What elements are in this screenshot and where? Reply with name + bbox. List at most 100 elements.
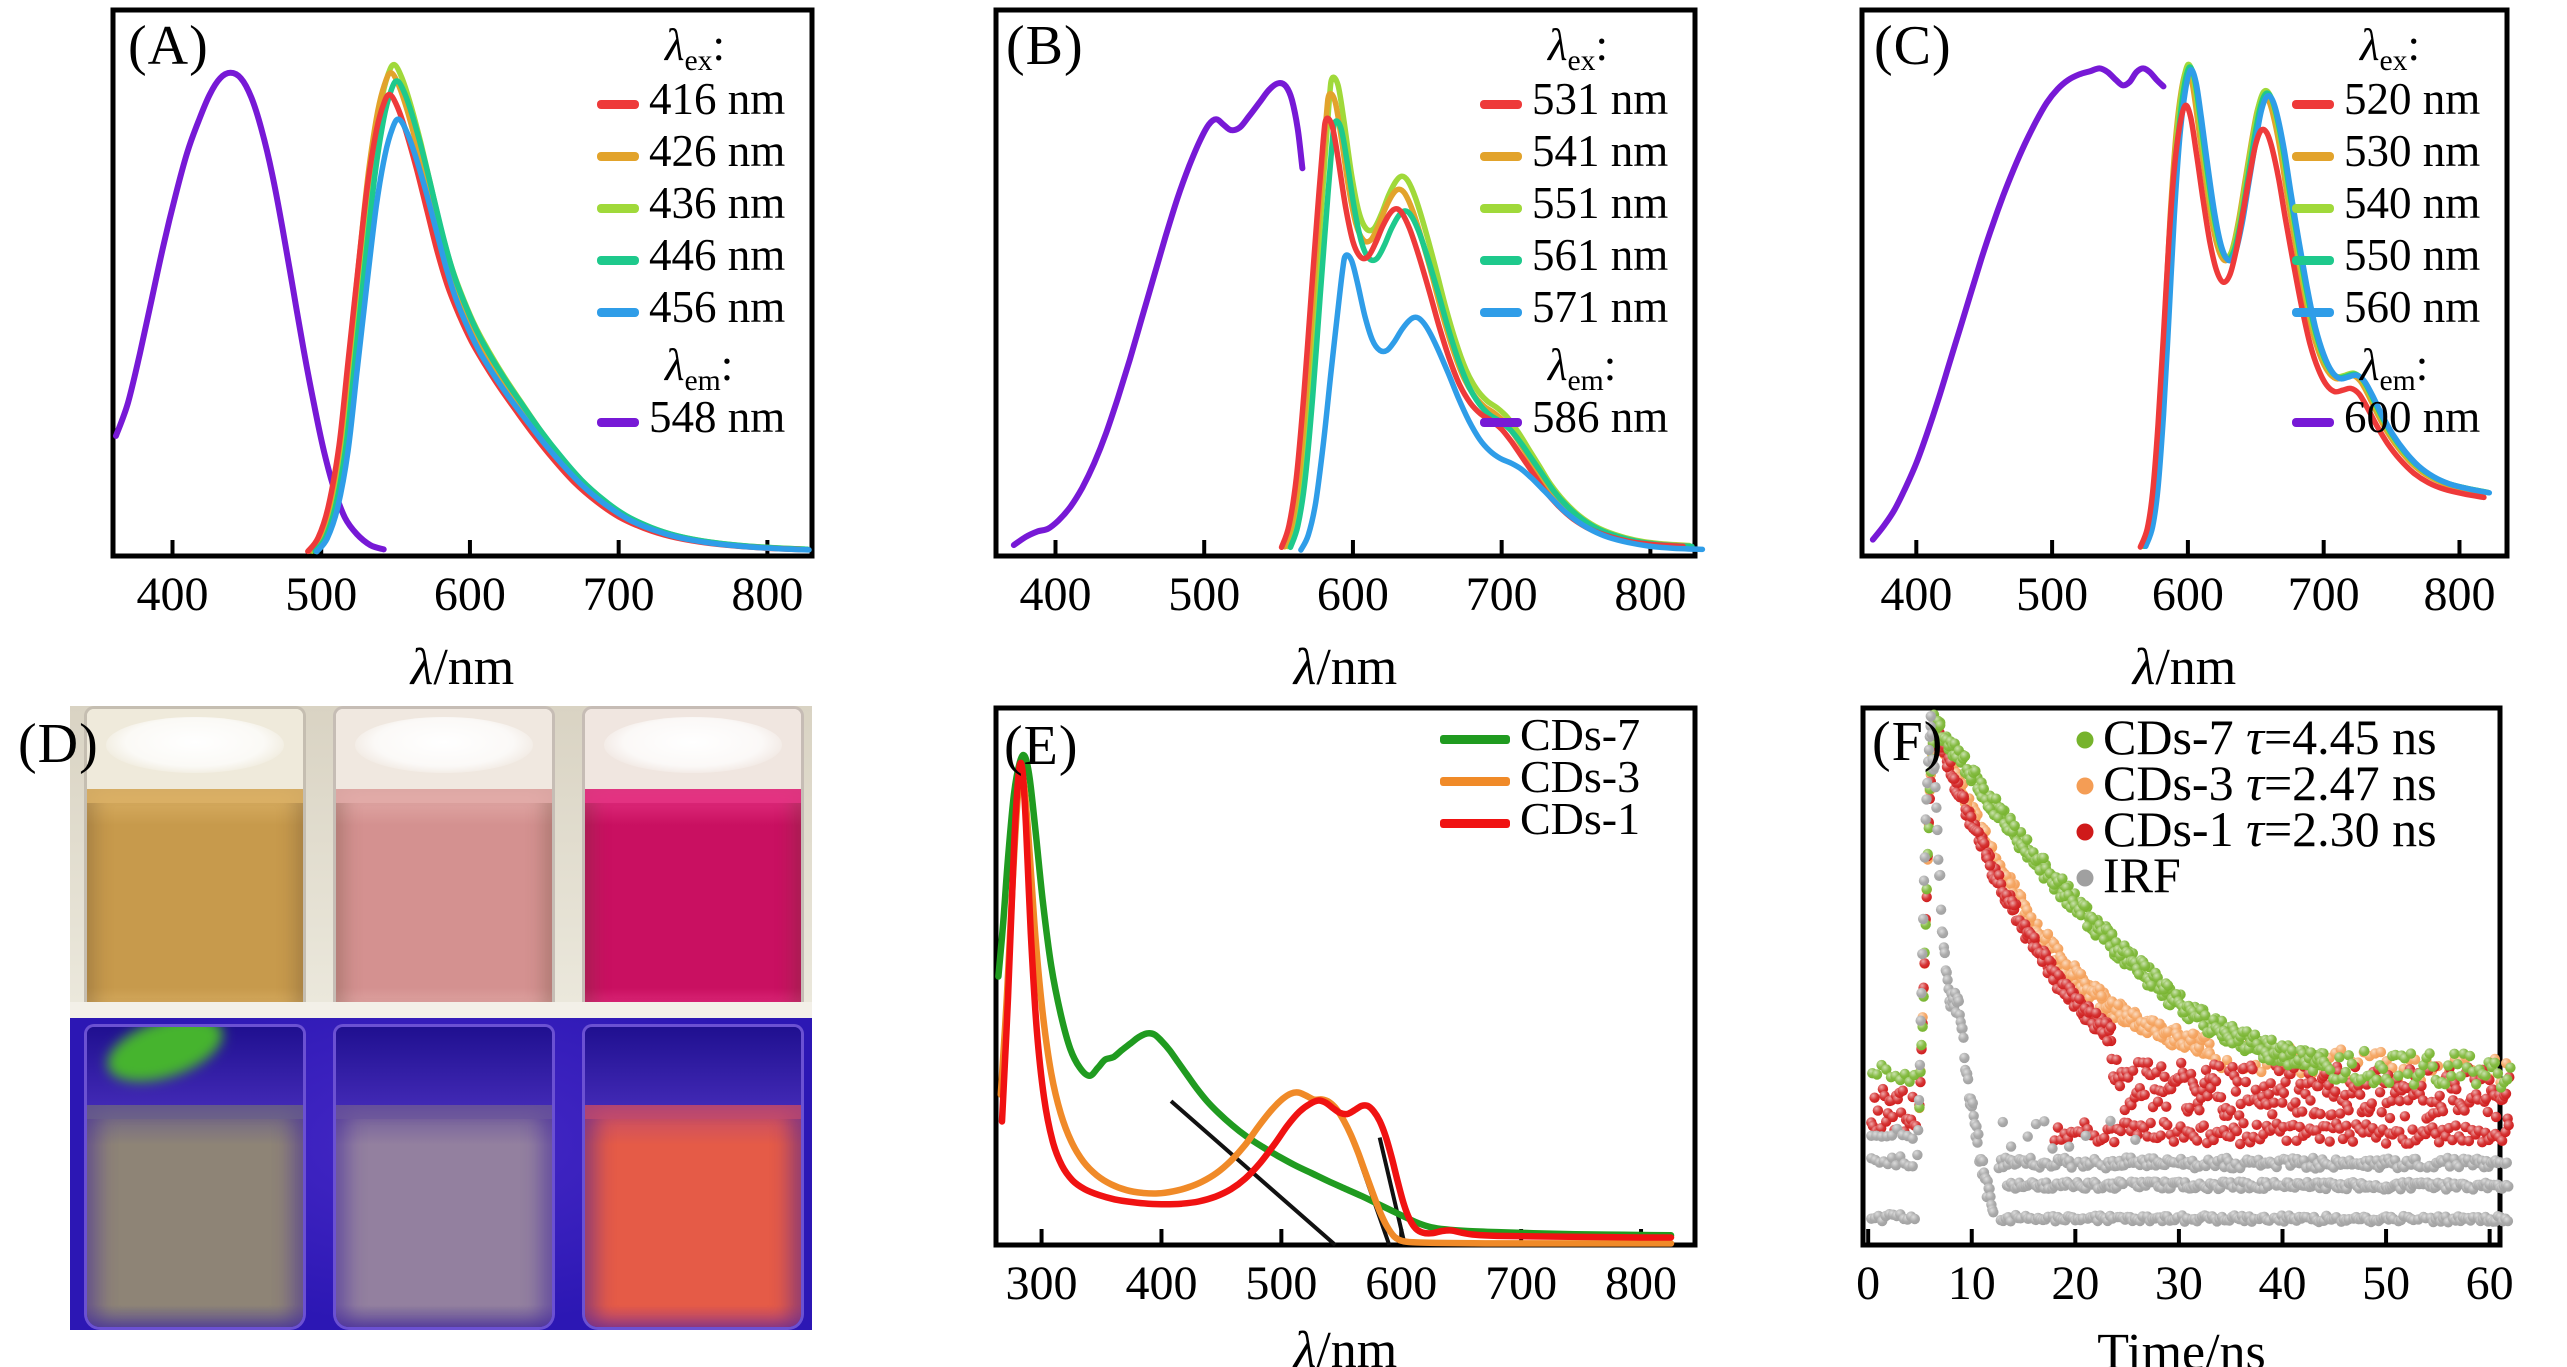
legend-title: λem:	[663, 340, 733, 397]
cuvette-uv-1	[84, 1024, 306, 1330]
x-tick-label: 60	[2466, 1257, 2514, 1310]
legend-item-label: 530 nm	[2344, 126, 2480, 176]
x-tick-label: 40	[2258, 1257, 2306, 1310]
liquid-meniscus	[87, 788, 303, 803]
x-tick-label: 400	[136, 568, 208, 621]
legend-item-label: CDs-3	[1520, 751, 1640, 802]
x-tick-label: 600	[1317, 568, 1389, 621]
legend-item-label: 520 nm	[2344, 74, 2480, 124]
photo-uv-row	[70, 1018, 812, 1330]
panel-label-F: (F)	[1872, 711, 1944, 773]
cuvette-liquid	[585, 1105, 801, 1327]
x-tick-label: 20	[2051, 1257, 2099, 1310]
legend-title: λex:	[2358, 20, 2420, 77]
absorbance-curve-CDs-1	[998, 759, 1675, 1241]
liquid-meniscus	[336, 1105, 552, 1119]
legend-swatch	[597, 152, 639, 161]
scatter-series-IRF	[1866, 711, 2514, 1228]
legend-swatch	[2292, 152, 2334, 161]
cuvette-glass-cap	[87, 709, 303, 789]
panel-label-C: (C)	[1874, 15, 1952, 77]
x-tick-label: 800	[1614, 568, 1686, 621]
legend-swatch	[1480, 256, 1522, 265]
x-tick-label: 800	[2423, 568, 2495, 621]
legend-item-label: 426 nm	[649, 126, 785, 176]
cuvette-glass-cap	[336, 1027, 552, 1105]
legend-swatch	[2292, 418, 2334, 427]
x-axis-title: λ/nm	[2131, 639, 2236, 696]
cuvette-glass-cap	[336, 709, 552, 789]
scatter-series-CDs-7	[1867, 709, 2516, 1113]
legend-swatch	[2292, 308, 2334, 317]
legend-item-label: CDs-1 τ=2.30 ns	[2103, 801, 2437, 857]
x-tick-label: 800	[731, 568, 803, 621]
legend-swatch	[1440, 735, 1510, 744]
legend-swatch	[2292, 100, 2334, 109]
legend-item-label: 550 nm	[2344, 230, 2480, 280]
x-tick-label: 800	[1605, 1257, 1677, 1310]
x-tick-label: 0	[1856, 1257, 1880, 1310]
x-tick-label: 700	[1466, 568, 1538, 621]
emission-curve-561nm	[1287, 118, 1695, 551]
panel-label-D: (D)	[18, 713, 99, 775]
photo-panel-D-cuvettes	[70, 706, 812, 1330]
x-axis-title: λ/nm	[409, 639, 514, 696]
legend-item-label: CDs-1	[1520, 793, 1640, 844]
panel-label-A: (A)	[128, 15, 209, 77]
panel-label-E: (E)	[1004, 715, 1079, 777]
legend-swatch	[2292, 204, 2334, 213]
x-axis-title: λ/nm	[1292, 1322, 1397, 1367]
legend-title: λex:	[1546, 20, 1608, 77]
legend-item-label: 446 nm	[649, 230, 785, 280]
legend-item-label: 540 nm	[2344, 178, 2480, 228]
legend-swatch	[2292, 256, 2334, 265]
legend-swatch	[597, 418, 639, 427]
legend-dot	[2076, 731, 2094, 749]
legend-swatch	[597, 256, 639, 265]
excitation-curve	[1010, 80, 1306, 549]
legend-title: λem:	[1546, 340, 1616, 397]
cuvette-daylight-2	[333, 706, 555, 1018]
cuvette-glass-cap	[585, 1027, 801, 1105]
x-tick-label: 300	[1006, 1257, 1078, 1310]
legend-swatch	[1480, 204, 1522, 213]
legend-item-label: 586 nm	[1532, 392, 1668, 442]
legend-item-label: 561 nm	[1532, 230, 1668, 280]
legend-item-label: 531 nm	[1532, 74, 1668, 124]
cuvette-liquid	[87, 788, 303, 1015]
legend-item-label: IRF	[2103, 847, 2181, 903]
absorbance-curve-CDs-7	[995, 751, 1675, 1239]
legend-title: λex:	[663, 20, 725, 77]
legend-dot	[2076, 869, 2094, 887]
liquid-meniscus	[87, 1105, 303, 1119]
legend-dot	[2076, 777, 2094, 795]
cuvette-liquid	[336, 788, 552, 1015]
x-tick-label: 10	[1948, 1257, 1996, 1310]
excitation-curve	[1869, 65, 2167, 543]
x-tick-label: 600	[434, 568, 506, 621]
legend-swatch	[1480, 100, 1522, 109]
cuvette-liquid	[336, 1105, 552, 1327]
legend-item-label: 456 nm	[649, 282, 785, 332]
legend-swatch	[597, 100, 639, 109]
legend-item-label: CDs-3 τ=2.47 ns	[2103, 755, 2437, 811]
x-tick-label: 700	[2288, 568, 2360, 621]
cuvette-liquid	[87, 1105, 303, 1327]
glass-highlight	[604, 716, 782, 773]
panel-label-B: (B)	[1006, 15, 1084, 77]
cuvette-daylight-1	[84, 706, 306, 1018]
legend-item-label: 541 nm	[1532, 126, 1668, 176]
bench-strip	[70, 1002, 812, 1018]
legend-item-label: 551 nm	[1532, 178, 1668, 228]
cuvette-uv-3	[582, 1024, 804, 1330]
x-tick-label: 400	[1880, 568, 1952, 621]
legend-item-label: 600 nm	[2344, 392, 2480, 442]
legend-swatch	[1440, 777, 1510, 786]
legend-item-label: 571 nm	[1532, 282, 1668, 332]
photo-daylight-row	[70, 706, 812, 1018]
tangent-guide-line	[1377, 1137, 1407, 1246]
liquid-meniscus	[336, 788, 552, 803]
